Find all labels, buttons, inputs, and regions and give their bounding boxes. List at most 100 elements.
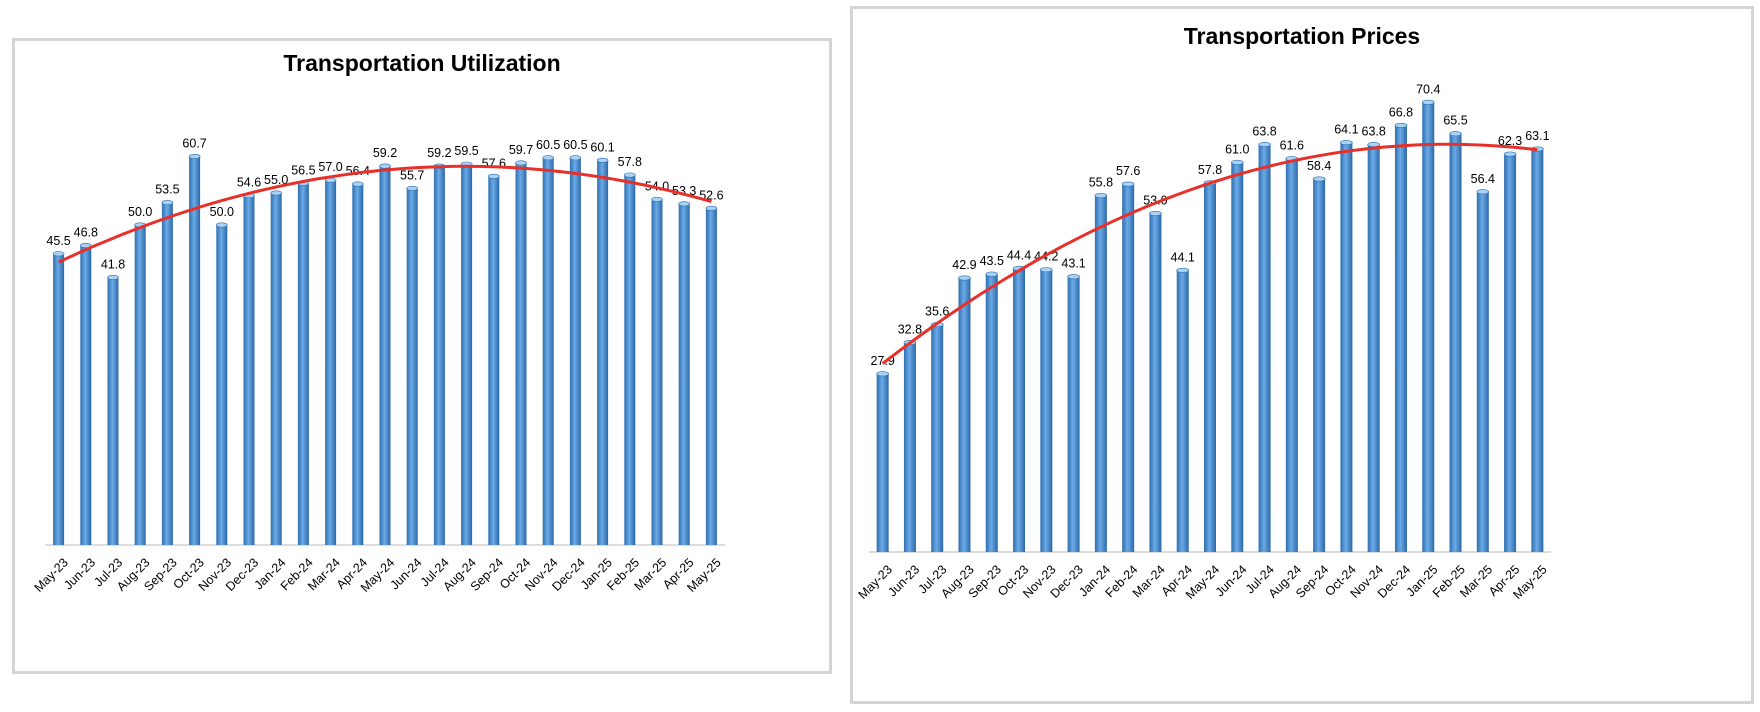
utilization-bar — [379, 166, 391, 545]
utilization-data-label: 57.0 — [318, 160, 342, 174]
utilization-bar — [107, 277, 119, 545]
prices-data-label: 43.5 — [980, 254, 1004, 268]
prices-bar — [958, 278, 971, 552]
utilization-bar — [488, 176, 500, 546]
utilization-data-label: 41.8 — [101, 257, 125, 271]
prices-bar — [1449, 133, 1462, 552]
utilization-bar — [297, 183, 309, 545]
prices-bar — [931, 324, 944, 552]
prices-bar-top — [1367, 142, 1380, 148]
utilization-bar — [569, 157, 581, 546]
utilization-bar — [515, 162, 527, 546]
prices-data-label: 65.5 — [1443, 114, 1467, 128]
prices-bar — [903, 342, 916, 552]
utilization-bar-top — [188, 154, 201, 160]
prices-chart-panel: Transportation Prices 27.9 May-23 32.8 Jun-… — [850, 6, 1754, 704]
prices-bar-top — [876, 371, 889, 377]
prices-bar-top — [1149, 211, 1162, 217]
prices-bar — [1367, 144, 1380, 552]
prices-bar-top — [1121, 181, 1135, 187]
utilization-data-label: 59.2 — [373, 146, 397, 160]
utilization-bar-top — [52, 251, 65, 257]
utilization-bar — [597, 160, 609, 546]
prices-data-label: 42.9 — [952, 258, 976, 272]
utilization-data-label: 55.7 — [400, 169, 424, 183]
prices-chart-marks: 27.9May-2332.8Jun-2335.6Jul-2342.9Aug-23… — [856, 82, 1551, 602]
prices-bar — [1231, 162, 1244, 552]
prices-bar — [1176, 270, 1189, 552]
utilization-bar-top — [80, 242, 92, 248]
utilization-bar-top — [406, 186, 419, 192]
utilization-bar — [134, 225, 146, 545]
utilization-bar — [270, 193, 282, 545]
prices-data-label: 61.0 — [1225, 142, 1249, 156]
prices-bar-top — [1340, 140, 1353, 146]
prices-bar — [1285, 158, 1298, 552]
prices-bar-top — [1449, 131, 1462, 137]
utilization-data-label: 50.0 — [128, 205, 152, 219]
utilization-data-label: 50.0 — [210, 205, 234, 219]
utilization-bar — [243, 195, 255, 545]
utilization-bar — [651, 199, 663, 545]
prices-bar-top — [1067, 274, 1080, 280]
prices-bar-top — [1230, 159, 1244, 165]
utilization-bar-top — [515, 160, 527, 166]
prices-chart: Transportation Prices 27.9May-2332.8Jun-… — [856, 23, 1551, 602]
utilization-data-label: 46.8 — [74, 225, 98, 239]
prices-bar — [1422, 102, 1435, 553]
prices-bar — [1531, 149, 1544, 552]
prices-bar — [876, 373, 889, 552]
utilization-data-label: 60.7 — [182, 137, 206, 151]
prices-data-label: 35.6 — [925, 305, 949, 319]
utilization-data-label: 55.0 — [264, 173, 288, 187]
prices-data-label: 44.4 — [1007, 248, 1031, 262]
utilization-data-label: 60.5 — [536, 138, 560, 152]
utilization-bar-top — [705, 205, 718, 211]
utilization-bar — [53, 253, 65, 546]
utilization-data-label: 57.8 — [618, 155, 642, 169]
utilization-bar — [189, 156, 201, 545]
prices-bar-top — [1040, 267, 1053, 273]
prices-data-label: 57.8 — [1198, 163, 1222, 177]
prices-data-label: 62.3 — [1498, 134, 1522, 148]
utilization-data-label: 59.5 — [454, 144, 478, 158]
prices-bar — [1149, 213, 1162, 553]
prices-tick-label: May-23 — [856, 562, 895, 601]
utilization-bar-top — [216, 222, 228, 228]
prices-bar — [1476, 191, 1489, 553]
prices-bar-top — [1476, 189, 1490, 195]
prices-data-label: 64.1 — [1334, 123, 1358, 137]
prices-chart-title: Transportation Prices — [1184, 23, 1420, 49]
utilization-bar — [705, 208, 717, 546]
utilization-chart-title: Transportation Utilization — [283, 50, 560, 76]
prices-tick-label: Jun-23 — [885, 562, 922, 599]
prices-bar-top — [1503, 151, 1517, 157]
utilization-bar — [461, 164, 473, 545]
prices-bar-top — [1094, 193, 1108, 199]
prices-bar-top — [1312, 176, 1326, 182]
prices-bar-top — [985, 271, 999, 277]
prices-data-label: 66.8 — [1389, 105, 1413, 119]
utilization-data-label: 54.6 — [237, 176, 261, 190]
utilization-bar-top — [651, 196, 663, 202]
prices-data-label: 63.8 — [1362, 125, 1386, 139]
prices-data-label: 57.6 — [1116, 164, 1140, 178]
utilization-bar — [80, 245, 92, 546]
prices-data-label: 55.8 — [1089, 176, 1113, 190]
utilization-data-label: 56.5 — [291, 163, 315, 177]
utilization-bar-top — [379, 163, 391, 169]
prices-tick-label: Jun-24 — [1213, 562, 1250, 599]
prices-data-label: 44.1 — [1171, 250, 1195, 264]
prices-bar — [1313, 179, 1326, 552]
utilization-bar-top — [678, 201, 691, 207]
prices-data-label: 32.8 — [898, 323, 922, 337]
prices-bar-top — [1258, 142, 1271, 148]
prices-bar — [1258, 144, 1271, 552]
utilization-bar-top — [161, 200, 174, 206]
prices-data-label: 58.4 — [1307, 159, 1331, 173]
prices-data-label: 61.6 — [1280, 139, 1304, 153]
utilization-bar-top — [542, 155, 555, 161]
prices-data-label: 56.4 — [1471, 172, 1495, 186]
utilization-bar-top — [623, 172, 636, 178]
utilization-bar-top — [107, 274, 119, 280]
